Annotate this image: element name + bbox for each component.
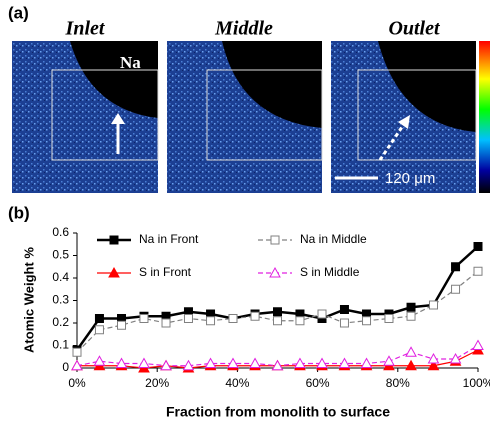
roi-box xyxy=(51,69,159,161)
marker xyxy=(139,314,149,323)
x-tick-label: 20% xyxy=(145,376,169,390)
roi-box xyxy=(206,69,323,161)
marker xyxy=(227,357,239,368)
colorbar xyxy=(479,41,490,193)
arrow-head xyxy=(398,115,410,129)
y-tick-label: 0.6 xyxy=(52,225,69,239)
marker xyxy=(249,357,261,368)
marker xyxy=(406,302,416,312)
marker xyxy=(94,314,104,323)
marker xyxy=(316,357,328,368)
marker xyxy=(115,357,128,368)
marker xyxy=(405,359,417,371)
marker xyxy=(384,314,394,323)
marker xyxy=(427,359,440,371)
panel-label: (b) xyxy=(8,203,30,222)
marker xyxy=(71,359,83,371)
plot: 0 0.1 0.2 0.3 0.4 0.5 0.6 0% 20% 40% 60% 80% 100% Na … xyxy=(52,225,490,390)
marker xyxy=(295,316,305,326)
arrow xyxy=(378,123,406,161)
marker xyxy=(72,347,82,357)
roi-box xyxy=(357,69,477,161)
y-tick-label: 0.5 xyxy=(52,248,69,262)
marker xyxy=(405,346,417,357)
series-line xyxy=(75,245,479,351)
marker xyxy=(362,316,372,326)
marker xyxy=(472,339,484,350)
x-tick-label: 40% xyxy=(225,376,249,390)
y-tick-label: 0.1 xyxy=(52,338,69,352)
void xyxy=(70,41,158,118)
legend-marker xyxy=(109,235,119,245)
image-title: Middle xyxy=(214,18,273,40)
void xyxy=(222,41,322,128)
marker xyxy=(428,300,438,310)
marker xyxy=(206,316,216,326)
marker xyxy=(273,307,282,317)
legend-label: S in Front xyxy=(139,265,192,279)
arrow-head xyxy=(111,113,125,124)
image-title: Outlet xyxy=(388,18,441,40)
marker xyxy=(273,316,282,326)
marker xyxy=(473,266,483,276)
marker xyxy=(473,242,483,251)
x-tick-label: 100% xyxy=(463,376,490,390)
x-tick-label: 60% xyxy=(306,376,330,390)
y-tick-label: 0.4 xyxy=(52,270,69,284)
marker xyxy=(449,352,462,364)
x-tick-label: 0% xyxy=(68,376,86,390)
marker xyxy=(383,355,395,366)
legend-marker xyxy=(269,266,281,278)
image-title: Inlet xyxy=(65,18,106,40)
marker xyxy=(94,325,104,335)
y-tick-label: 0.2 xyxy=(52,315,69,329)
marker xyxy=(182,359,195,371)
marker xyxy=(427,352,440,364)
element-label: Na xyxy=(120,53,141,72)
marker xyxy=(204,357,217,368)
marker xyxy=(339,305,349,314)
y-tick-label: 0 xyxy=(62,360,69,374)
scale-text: 120 μm xyxy=(385,170,435,187)
y-axis-label: Atomic Weight % xyxy=(21,247,36,353)
x-tick-label: 80% xyxy=(386,376,410,390)
legend-marker xyxy=(270,235,280,245)
marker xyxy=(161,318,171,328)
void xyxy=(378,41,476,132)
marker xyxy=(250,311,260,321)
marker xyxy=(317,309,327,319)
marker xyxy=(294,357,306,368)
marker xyxy=(160,359,172,371)
x-axis-label: Fraction from monolith to surface xyxy=(166,404,390,420)
marker xyxy=(183,314,193,323)
marker xyxy=(406,311,416,321)
marker xyxy=(360,357,373,368)
marker xyxy=(228,314,238,323)
marker xyxy=(451,284,461,294)
legend-label: Na in Middle xyxy=(300,232,367,246)
y-tick-label: 0.3 xyxy=(52,293,69,307)
marker xyxy=(271,359,284,371)
marker xyxy=(117,320,127,330)
marker xyxy=(451,262,461,272)
marker xyxy=(93,355,106,366)
legend-marker xyxy=(108,266,120,278)
marker xyxy=(138,357,150,368)
legend-label: S in Middle xyxy=(300,265,360,279)
panel-label: (a) xyxy=(8,3,29,22)
legend-label: Na in Front xyxy=(139,232,199,246)
marker xyxy=(338,357,351,368)
marker xyxy=(339,318,349,328)
